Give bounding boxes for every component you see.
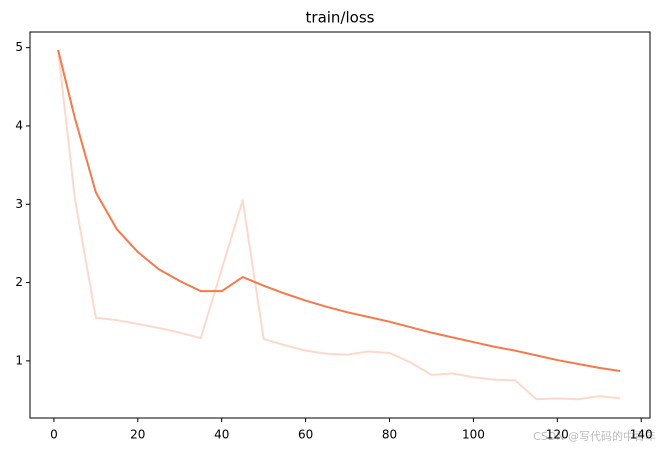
- loss-line: [57, 49, 621, 401]
- x-tick-label: 0: [50, 428, 58, 442]
- x-tick-label: 40: [214, 428, 229, 442]
- y-tick-label: 2: [15, 275, 23, 289]
- x-tick-label: 120: [546, 428, 569, 442]
- y-tick-label: 5: [15, 40, 23, 54]
- y-tick-label: 1: [15, 353, 23, 367]
- x-tick-label: 100: [462, 428, 485, 442]
- plot-frame: [29, 31, 651, 419]
- y-tick-label: 3: [15, 197, 23, 211]
- x-tick-label: 80: [382, 428, 397, 442]
- chart-title: train/loss: [306, 9, 375, 27]
- watermark: CSDN @写代码的中青年: [533, 429, 656, 443]
- x-tick-label: 20: [130, 428, 145, 442]
- x-tick-label: 140: [630, 428, 653, 442]
- x-tick-label: 60: [298, 428, 313, 442]
- y-tick-label: 4: [15, 118, 23, 132]
- loss-line: [57, 49, 621, 373]
